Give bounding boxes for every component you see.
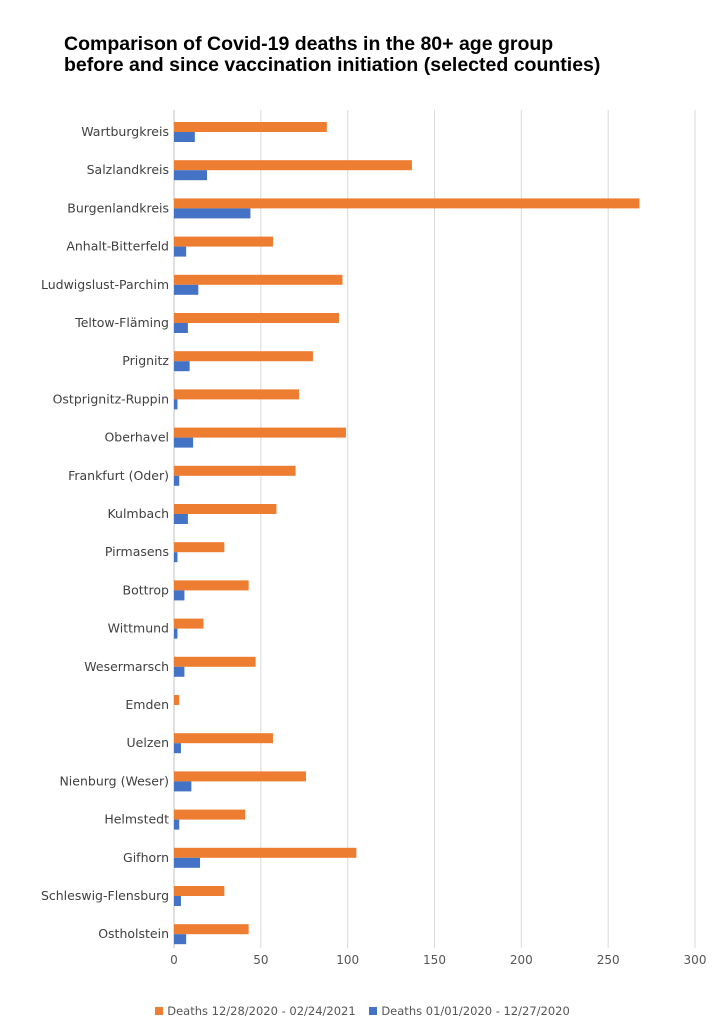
bar-before-teltow-fl-ming bbox=[174, 323, 188, 333]
legend-item-before: Deaths 01/01/2020 - 12/27/2020 bbox=[369, 1004, 570, 1018]
bar-after-schleswig-flensburg bbox=[174, 886, 225, 896]
bar-before-wittmund bbox=[174, 628, 178, 639]
bar-after-burgenlandkreis bbox=[174, 198, 640, 209]
bar-before-salzlandkreis bbox=[174, 170, 207, 181]
bar-after-pirmasens bbox=[174, 542, 225, 553]
bar-after-teltow-fl-ming bbox=[174, 313, 339, 323]
category-label-emden: Emden bbox=[125, 697, 169, 712]
bar-after-anhalt-bitterfeld bbox=[174, 236, 273, 247]
category-label-gifhorn: Gifhorn bbox=[123, 850, 169, 865]
category-label-salzlandkreis: Salzlandkreis bbox=[87, 162, 169, 177]
bars bbox=[174, 122, 640, 945]
bar-after-bottrop bbox=[174, 580, 249, 591]
bar-before-anhalt-bitterfeld bbox=[174, 246, 187, 257]
bar-after-prignitz bbox=[174, 351, 313, 362]
bar-before-schleswig-flensburg bbox=[174, 896, 181, 906]
x-tick-label: 150 bbox=[423, 953, 446, 967]
y-axis-labels: Wartburgkreis Salzlandkreis Burgenlandkrei… bbox=[41, 124, 169, 941]
category-label-oberhavel: Oberhavel bbox=[104, 430, 169, 445]
bar-after-ostholstein bbox=[174, 924, 249, 935]
legend-swatch-orange bbox=[155, 1007, 164, 1015]
category-label-ostprignitz-ruppin: Ostprignitz-Ruppin bbox=[53, 391, 169, 406]
x-tick-label: 300 bbox=[684, 953, 707, 967]
bar-after-salzlandkreis bbox=[174, 160, 412, 171]
category-label-ostholstein: Ostholstein bbox=[98, 926, 169, 941]
bar-before-kulmbach bbox=[174, 514, 188, 524]
category-label-pirmasens: Pirmasens bbox=[105, 544, 169, 559]
x-tick-label: 200 bbox=[510, 953, 533, 967]
legend-label-before: Deaths 01/01/2020 - 12/27/2020 bbox=[381, 1004, 570, 1018]
category-label-helmstedt: Helmstedt bbox=[104, 812, 169, 827]
x-axis-tick-labels: 0 50 100 150 200 250 300 bbox=[170, 953, 706, 967]
bar-after-emden bbox=[174, 695, 180, 705]
category-label-wartburgkreis: Wartburgkreis bbox=[81, 124, 169, 139]
bar-after-kulmbach bbox=[174, 504, 277, 514]
category-label-anhalt-bitterfeld: Anhalt-Bitterfeld bbox=[66, 239, 169, 254]
x-tick-label: 100 bbox=[336, 953, 359, 967]
bar-before-bottrop bbox=[174, 590, 185, 601]
category-label-prignitz: Prignitz bbox=[122, 353, 169, 368]
bar-after-oberhavel bbox=[174, 427, 346, 438]
bar-before-burgenlandkreis bbox=[174, 208, 251, 219]
bar-after-uelzen bbox=[174, 733, 273, 744]
bar-after-frankfurt-oder bbox=[174, 465, 296, 476]
bar-before-nienburg-weser bbox=[174, 781, 192, 792]
bar-before-pirmasens bbox=[174, 552, 178, 563]
category-label-frankfurt-oder: Frankfurt (Oder) bbox=[68, 468, 169, 483]
category-label-burgenlandkreis: Burgenlandkreis bbox=[67, 200, 169, 215]
bar-after-wittmund bbox=[174, 618, 204, 629]
bar-before-helmstedt bbox=[174, 819, 180, 830]
bar-after-wesermarsch bbox=[174, 656, 256, 667]
legend-item-after: Deaths 12/28/2020 - 02/24/2021 bbox=[155, 1004, 356, 1018]
category-label-kulmbach: Kulmbach bbox=[107, 506, 169, 521]
grid-lines bbox=[173, 110, 696, 948]
category-label-schleswig-flensburg: Schleswig-Flensburg bbox=[41, 888, 169, 903]
bar-before-ludwigslust-parchim bbox=[174, 284, 199, 295]
category-label-wesermarsch: Wesermarsch bbox=[84, 659, 169, 674]
bar-after-ostprignitz-ruppin bbox=[174, 389, 300, 400]
bar-before-frankfurt-oder bbox=[174, 475, 180, 486]
category-label-uelzen: Uelzen bbox=[127, 735, 170, 750]
legend-swatch-blue bbox=[369, 1007, 378, 1015]
x-tick-label: 250 bbox=[597, 953, 620, 967]
category-label-ludwigslust-parchim: Ludwigslust-Parchim bbox=[41, 277, 169, 292]
chart-title-line-2: before and since vaccination initiation … bbox=[64, 54, 601, 76]
bar-chart: Wartburgkreis Salzlandkreis Burgenlandkrei… bbox=[41, 110, 706, 967]
chart-title: Comparison of Covid-19 deaths in the 80+… bbox=[64, 34, 704, 76]
x-tick-label: 50 bbox=[253, 953, 268, 967]
bar-after-nienburg-weser bbox=[174, 771, 306, 782]
bar-before-uelzen bbox=[174, 743, 181, 754]
bar-before-wartburgkreis bbox=[174, 132, 195, 142]
category-label-teltow-fl-ming: Teltow-Fläming bbox=[74, 315, 169, 330]
bar-before-gifhorn bbox=[174, 857, 201, 868]
bar-before-prignitz bbox=[174, 361, 190, 372]
bar-after-wartburgkreis bbox=[174, 122, 327, 132]
bar-before-oberhavel bbox=[174, 437, 194, 448]
category-label-bottrop: Bottrop bbox=[123, 582, 170, 597]
bar-before-ostholstein bbox=[174, 934, 187, 945]
bar-after-helmstedt bbox=[174, 809, 246, 820]
category-label-wittmund: Wittmund bbox=[108, 621, 169, 636]
bar-after-gifhorn bbox=[174, 847, 357, 858]
bar-before-ostprignitz-ruppin bbox=[174, 399, 178, 410]
category-label-nienburg-weser: Nienburg (Weser) bbox=[59, 773, 169, 788]
legend: Deaths 12/28/2020 - 02/24/2021 Deaths 01… bbox=[0, 1004, 725, 1018]
x-tick-label: 0 bbox=[170, 953, 178, 967]
legend-label-after: Deaths 12/28/2020 - 02/24/2021 bbox=[167, 1004, 356, 1018]
bar-after-ludwigslust-parchim bbox=[174, 274, 343, 285]
bar-before-wesermarsch bbox=[174, 666, 185, 677]
chart-title-line-1: Comparison of Covid-19 deaths in the 80+… bbox=[64, 33, 554, 55]
